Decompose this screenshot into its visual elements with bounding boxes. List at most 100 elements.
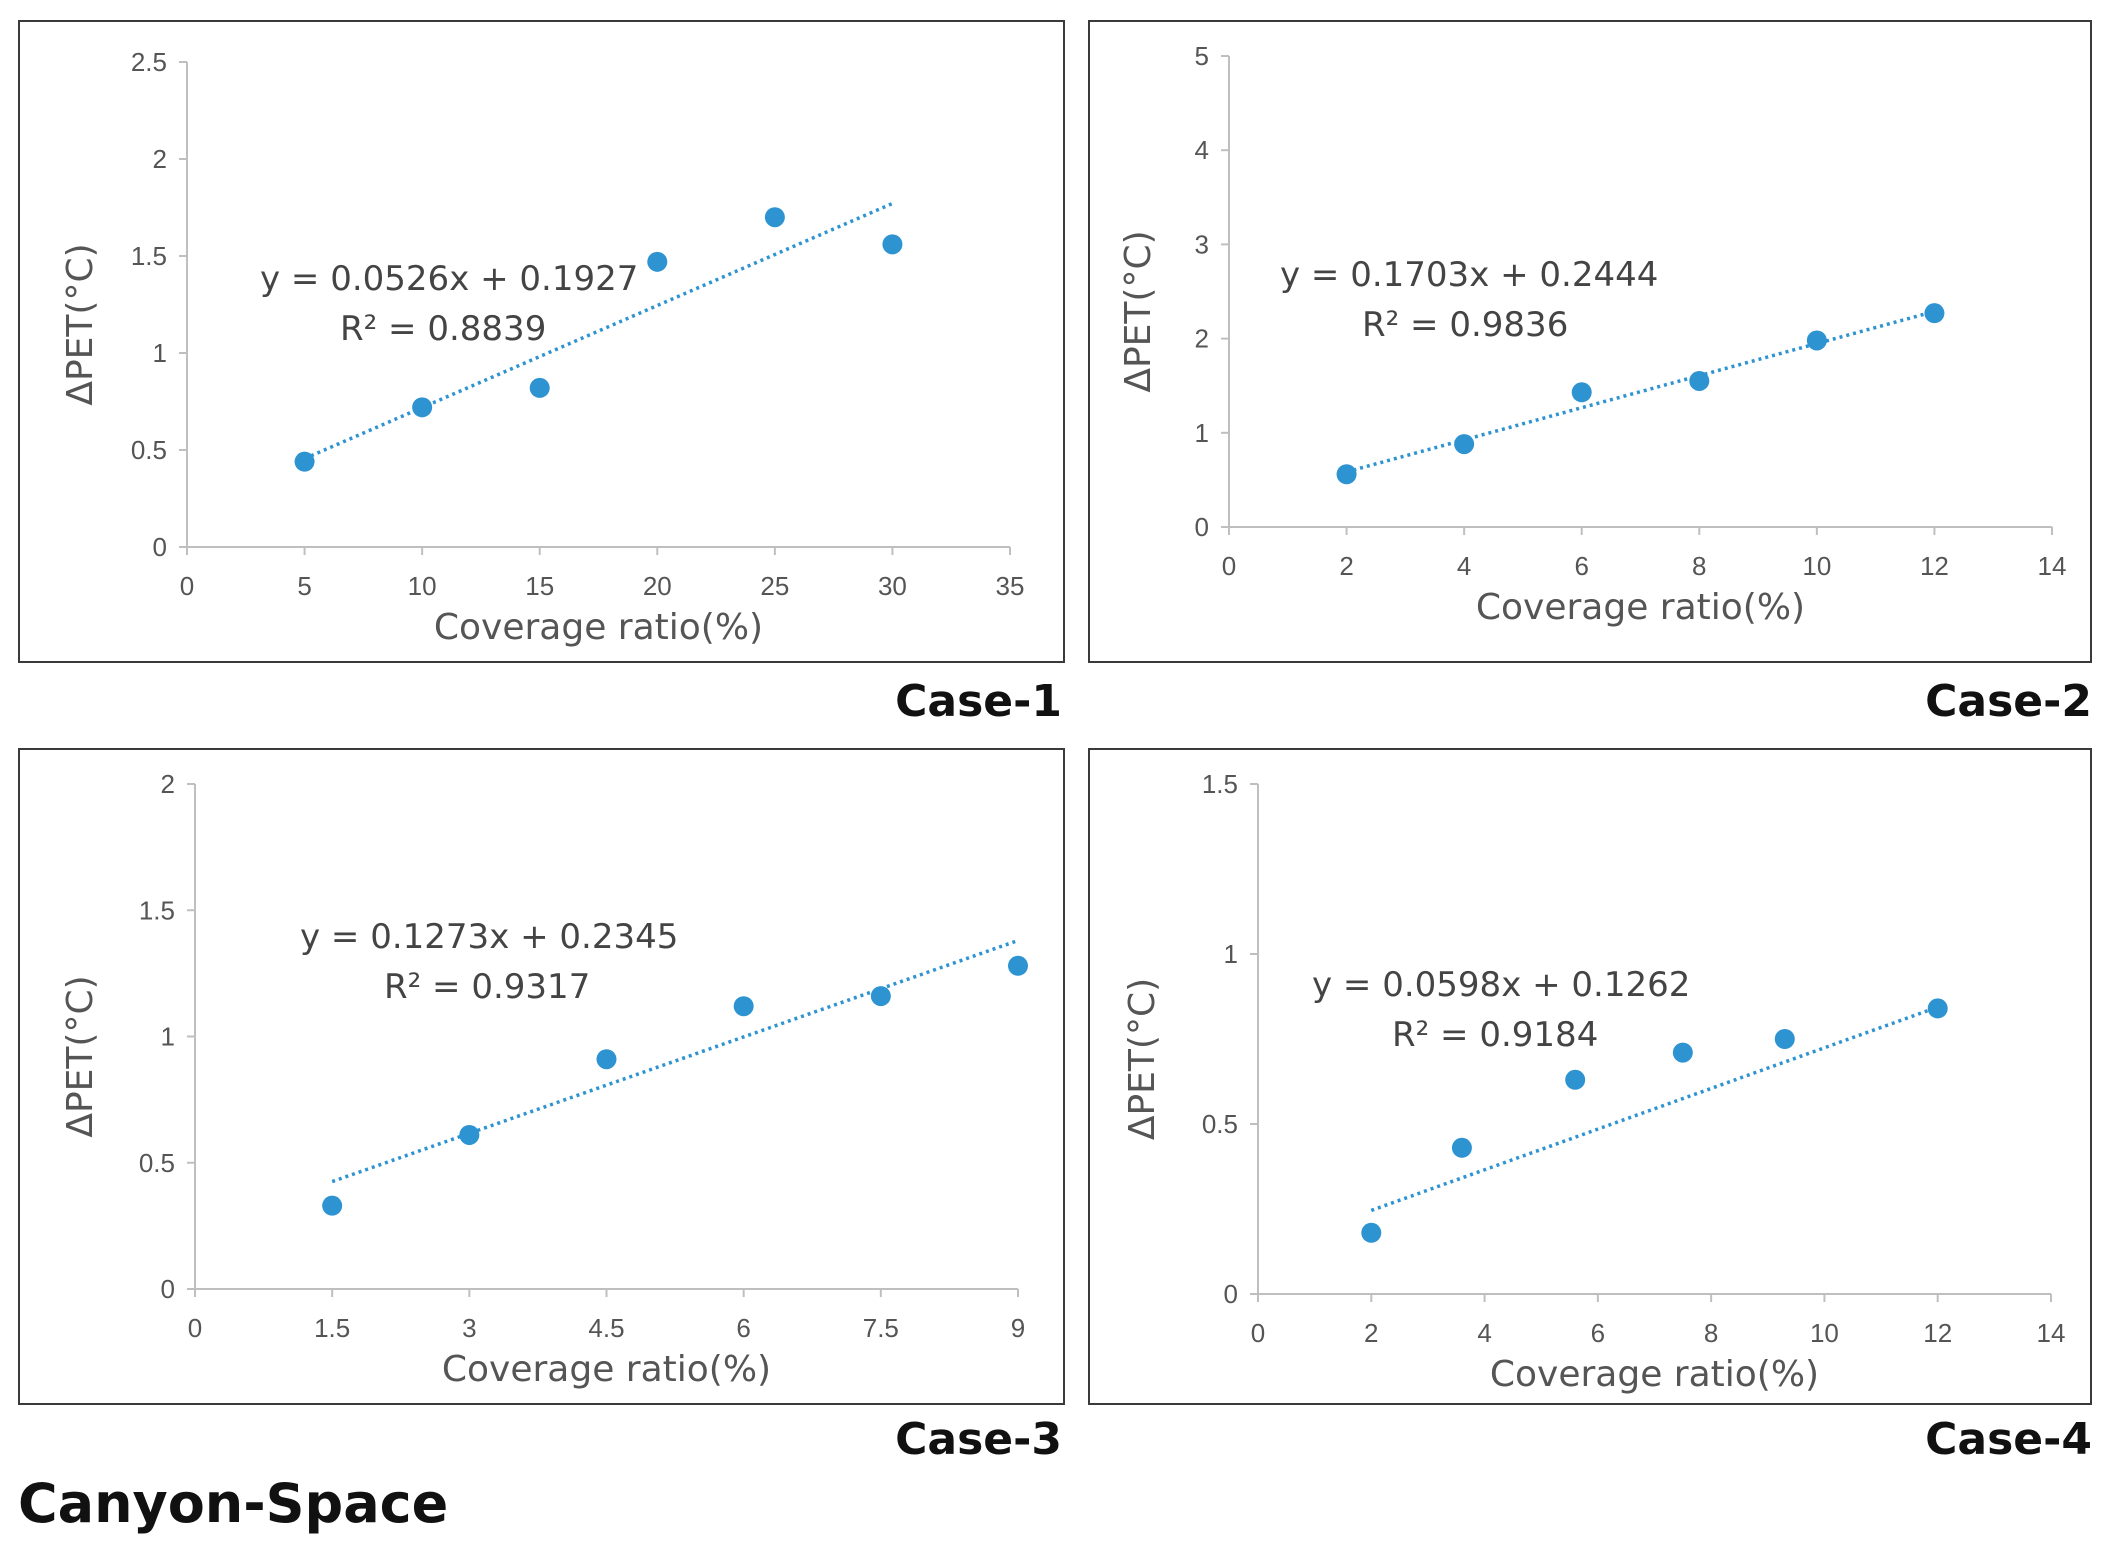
data-point xyxy=(647,251,668,272)
x-tick-label: 9 xyxy=(1011,1313,1025,1343)
y-tick-label: 0.5 xyxy=(131,435,167,465)
y-tick-label: 0 xyxy=(1195,512,1209,542)
x-tick-label: 4 xyxy=(1477,1318,1491,1348)
y-tick-label: 1.5 xyxy=(139,895,175,925)
x-tick-label: 0 xyxy=(180,571,194,601)
y-tick-label: 1 xyxy=(1224,939,1238,969)
x-axis-title: Coverage ratio(%) xyxy=(434,607,763,648)
data-point xyxy=(733,996,754,1017)
chart-case-4: 0 2 4 6 8 10 12 14 0 0.5 1 1.5 Coverage ratio(%) ΔPET… xyxy=(1122,769,2066,1395)
trendline xyxy=(303,201,894,461)
data-point xyxy=(1689,370,1710,391)
data-point xyxy=(1672,1042,1693,1063)
case-label-2: Case-2 xyxy=(1925,676,2092,727)
data-point xyxy=(764,207,785,228)
x-tick-label: 25 xyxy=(760,571,789,601)
y-tick-label: 3 xyxy=(1195,229,1209,259)
y-axis-title: ΔPET(°C) xyxy=(1118,230,1159,392)
r-squared-label: R² = 0.9317 xyxy=(384,967,590,1007)
y-tick-label: 2 xyxy=(161,769,175,799)
data-point xyxy=(1927,998,1948,1019)
chart-case-1: 0 5 10 15 20 25 30 35 0 0.5 1 1.5 2 2.5 Coverage ratio… xyxy=(60,47,1025,648)
data-point xyxy=(882,234,903,255)
case-label-3: Case-3 xyxy=(895,1414,1062,1465)
x-tick-label: 4.5 xyxy=(588,1313,624,1343)
r-squared-label: R² = 0.9836 xyxy=(1362,305,1568,345)
x-tick-label: 12 xyxy=(1923,1318,1952,1348)
data-point xyxy=(1571,382,1592,403)
y-tick-label: 5 xyxy=(1195,41,1209,71)
data-point xyxy=(529,377,550,398)
x-tick-label: 30 xyxy=(878,571,907,601)
trendline xyxy=(1370,1005,1939,1213)
data-point xyxy=(1774,1029,1795,1049)
y-tick-label: 1 xyxy=(1195,418,1209,448)
x-tick-label: 10 xyxy=(1810,1318,1839,1348)
data-point xyxy=(322,1195,343,1216)
x-axis-title: Coverage ratio(%) xyxy=(442,1349,771,1390)
x-tick-label: 12 xyxy=(1920,551,1949,581)
data-point xyxy=(1008,955,1028,976)
y-tick-label: 2 xyxy=(1195,324,1209,354)
x-tick-label: 15 xyxy=(525,571,554,601)
y-tick-label: 0 xyxy=(153,532,167,562)
data-point xyxy=(1336,464,1357,485)
chart-panel-case-3: 0 1.5 3 4.5 6 7.5 9 0 0.5 1 1.5 2 Coverage ratio(%) Δ… xyxy=(18,748,1065,1405)
x-tick-label: 10 xyxy=(408,571,437,601)
data-point xyxy=(1451,1137,1472,1158)
y-tick-label: 2 xyxy=(153,144,167,174)
x-tick-label: 0 xyxy=(188,1313,202,1343)
case-label-1: Case-1 xyxy=(895,676,1062,727)
x-tick-label: 14 xyxy=(2037,1318,2066,1348)
y-tick-label: 1.5 xyxy=(1202,769,1238,799)
data-point xyxy=(459,1124,480,1145)
y-tick-label: 0.5 xyxy=(139,1148,175,1178)
trendline xyxy=(331,938,1019,1184)
x-tick-label: 14 xyxy=(2038,551,2067,581)
data-point xyxy=(1565,1069,1586,1090)
figure-title: Canyon-Space xyxy=(18,1472,449,1535)
trendline-equation: y = 0.0598x + 0.1262 xyxy=(1312,965,1690,1005)
x-tick-label: 3 xyxy=(462,1313,476,1343)
data-point xyxy=(1806,330,1827,351)
y-tick-label: 1.5 xyxy=(131,241,167,271)
data-point xyxy=(1361,1222,1382,1243)
x-tick-label: 4 xyxy=(1457,551,1471,581)
y-axis-title: ΔPET(°C) xyxy=(60,975,101,1137)
x-axis-title: Coverage ratio(%) xyxy=(1490,1354,1819,1395)
data-point xyxy=(596,1049,617,1070)
data-point xyxy=(412,397,433,418)
y-axis-title: ΔPET(°C) xyxy=(1122,978,1163,1140)
x-tick-label: 8 xyxy=(1692,551,1706,581)
data-point xyxy=(870,986,891,1007)
r-squared-label: R² = 0.8839 xyxy=(340,309,546,349)
x-tick-label: 2 xyxy=(1339,551,1353,581)
y-tick-label: 2.5 xyxy=(131,47,167,77)
chart-panel-case-1: 0 5 10 15 20 25 30 35 0 0.5 1 1.5 2 2.5 Coverage ratio… xyxy=(18,20,1065,663)
y-tick-label: 0 xyxy=(1224,1279,1238,1309)
y-tick-label: 0 xyxy=(161,1274,175,1304)
x-tick-label: 2 xyxy=(1364,1318,1378,1348)
x-tick-label: 10 xyxy=(1802,551,1831,581)
x-tick-label: 6 xyxy=(736,1313,750,1343)
trendline-equation: y = 0.1703x + 0.2444 xyxy=(1280,255,1658,295)
x-tick-label: 6 xyxy=(1574,551,1588,581)
y-axis-title: ΔPET(°C) xyxy=(60,243,101,405)
data-point xyxy=(1924,303,1945,324)
data-point xyxy=(1454,434,1475,455)
x-tick-label: 6 xyxy=(1591,1318,1605,1348)
x-tick-label: 0 xyxy=(1222,551,1236,581)
chart-panel-case-4: 0 2 4 6 8 10 12 14 0 0.5 1 1.5 Coverage ratio(%) ΔPET… xyxy=(1088,748,2092,1405)
y-tick-label: 1 xyxy=(153,338,167,368)
x-tick-label: 35 xyxy=(996,571,1025,601)
x-tick-label: 1.5 xyxy=(314,1313,350,1343)
x-tick-label: 0 xyxy=(1251,1318,1265,1348)
trendline-equation: y = 0.0526x + 0.1927 xyxy=(260,259,638,299)
x-tick-label: 5 xyxy=(297,571,311,601)
trendline-equation: y = 0.1273x + 0.2345 xyxy=(300,917,678,957)
y-tick-label: 4 xyxy=(1195,135,1209,165)
x-axis-title: Coverage ratio(%) xyxy=(1476,587,1805,628)
chart-case-3: 0 1.5 3 4.5 6 7.5 9 0 0.5 1 1.5 2 Coverage ratio(%) Δ… xyxy=(60,769,1028,1390)
x-tick-label: 8 xyxy=(1704,1318,1718,1348)
y-tick-label: 0.5 xyxy=(1202,1109,1238,1139)
